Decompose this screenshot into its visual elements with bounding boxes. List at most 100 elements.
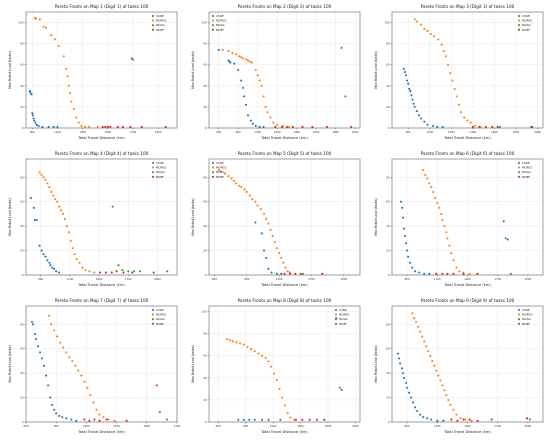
data-point-moef — [462, 272, 465, 275]
legend-marker-moef — [151, 28, 155, 31]
data-point-csde — [29, 197, 32, 200]
data-point-csde — [34, 333, 37, 336]
series-csde — [254, 221, 283, 275]
data-point-mopso — [35, 17, 38, 20]
grid-lines — [25, 306, 178, 423]
data-point-csde — [248, 418, 251, 421]
data-point-mopso — [227, 49, 230, 53]
data-point-moef — [468, 418, 471, 421]
data-point-mopso — [280, 256, 283, 259]
y-axis-label: Max Robot Load (tasks) — [374, 198, 378, 235]
data-point-mopso — [77, 369, 80, 372]
chart-panel-6: 800 1100 1400 1700 2000 0 20 40 60 80 Pareto Front… — [374, 151, 544, 287]
data-point-csde — [55, 270, 58, 273]
y-tick-label: 0 — [388, 126, 390, 130]
x-tick-label: 1400 — [464, 277, 471, 281]
data-point-csde — [400, 200, 403, 203]
data-point-mopso — [57, 44, 60, 47]
legend-label-mopso: MOPSO — [339, 313, 350, 317]
series-moga — [130, 57, 135, 61]
data-point-moef — [105, 418, 108, 421]
x-tick-label: 1100 — [434, 424, 441, 428]
data-point-csde — [56, 125, 59, 128]
data-point-csde — [254, 124, 257, 127]
data-point-csde — [408, 391, 411, 394]
data-point-mopso — [74, 364, 77, 367]
data-point-csde — [406, 79, 409, 82]
data-point-mopso — [464, 418, 467, 421]
data-point-csde — [396, 352, 400, 355]
legend-label-moef: MOEF — [156, 322, 164, 326]
data-point-moga — [528, 418, 531, 421]
data-point-mopso — [440, 43, 443, 46]
chart-panel-8: 600 900 1200 1500 1800 2100 0 20 40 60 80 100 Pareto… — [191, 298, 361, 434]
x-tick-label: 1800 — [143, 424, 150, 428]
legend-label-mopso: MOPSO — [156, 19, 167, 23]
data-point-mopso — [413, 18, 416, 21]
data-point-mopso — [439, 379, 442, 382]
data-point-moef — [152, 271, 155, 274]
data-point-mopso — [453, 87, 456, 91]
x-tick-label: 1600 — [313, 130, 320, 134]
data-point-csde — [243, 95, 246, 98]
data-point-moef — [129, 125, 132, 128]
data-point-mopso — [271, 234, 274, 237]
data-point-mopso — [75, 116, 78, 119]
data-point-csde — [411, 98, 414, 101]
data-point-moga — [509, 272, 512, 275]
legend-label-csde: CSDE — [339, 308, 347, 312]
data-point-moef — [104, 125, 107, 128]
data-point-moef — [98, 271, 102, 274]
y-tick-label: 80 — [386, 175, 390, 179]
chart-title: Pareto Fronts on Map 7 (Digit 7) of task… — [55, 298, 149, 303]
data-point-csde — [30, 320, 34, 323]
data-point-mopso — [80, 124, 83, 127]
legend-marker-csde — [517, 161, 521, 165]
data-point-csde — [411, 266, 414, 269]
data-point-mopso — [113, 419, 116, 422]
data-point-mopso — [56, 200, 59, 203]
data-point-mopso — [77, 121, 80, 124]
data-point-mopso — [246, 59, 250, 62]
legend-label-moef: MOEF — [156, 175, 164, 179]
data-point-csde — [426, 123, 429, 126]
x-tick-label: 600 — [216, 424, 221, 428]
chart-panel-9: 800 1100 1400 1700 2000 0 20 40 60 80 Pareto Front… — [374, 298, 544, 434]
data-point-mopso — [448, 244, 451, 247]
series-moga — [158, 411, 168, 421]
x-tick-label: 1700 — [130, 130, 137, 134]
data-point-csde — [401, 367, 404, 370]
legend-marker-csde — [334, 308, 338, 312]
data-point-mopso — [419, 330, 422, 333]
data-point-csde — [428, 272, 431, 275]
x-tick-label: 1800 — [341, 277, 348, 281]
data-point-csde — [35, 337, 38, 341]
y-tick-label: 20 — [203, 398, 207, 402]
data-point-mopso — [240, 186, 243, 189]
data-point-moga — [338, 386, 341, 389]
x-tick-label: 1400 — [470, 130, 477, 134]
series-moef — [274, 125, 353, 128]
data-point-mopso — [234, 182, 238, 185]
y-axis-label: Max Robot Load (tasks) — [374, 51, 378, 88]
data-point-csde — [47, 384, 50, 387]
data-point-csde — [32, 206, 35, 209]
data-point-moef — [490, 418, 493, 421]
data-point-mopso — [422, 168, 425, 172]
data-point-csde — [29, 91, 32, 94]
data-point-moef — [106, 125, 109, 128]
legend-label-mopso: MOPSO — [522, 166, 533, 170]
data-point-mopso — [87, 125, 90, 128]
data-point-csde — [37, 124, 40, 127]
series-csde — [402, 67, 444, 128]
x-tick-label: 1600 — [491, 130, 498, 134]
data-point-mopso — [264, 105, 267, 108]
data-point-mopso — [429, 355, 432, 358]
data-point-csde — [405, 242, 408, 245]
data-point-csde — [48, 261, 51, 264]
data-point-csde — [426, 417, 429, 420]
legend-label-csde: CSDE — [216, 161, 224, 165]
data-point-mopso — [452, 408, 455, 411]
series-moef — [294, 317, 338, 421]
